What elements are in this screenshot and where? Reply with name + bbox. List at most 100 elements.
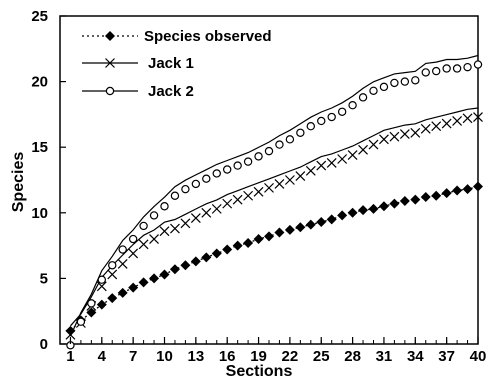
data-point-jack-2 (108, 261, 117, 270)
data-point-jack-1 (180, 218, 191, 229)
data-point-species-observed (180, 260, 191, 271)
series-line-jack-1 (70, 107, 479, 327)
data-point-jack-1 (452, 116, 463, 126)
series-jack-2 (66, 54, 483, 350)
data-point-species-observed (368, 203, 379, 214)
data-point-jack-1 (420, 123, 431, 134)
data-point-species-observed (284, 224, 295, 235)
data-point-jack-1 (128, 248, 139, 259)
x-tick-label: 31 (376, 348, 393, 365)
data-point-jack-1 (358, 144, 368, 155)
data-point-jack-1 (149, 234, 159, 244)
data-point-jack-1 (232, 194, 243, 205)
data-point-jack-2 (285, 135, 295, 144)
data-point-species-observed (295, 222, 306, 233)
legend-label: Jack 1 (148, 55, 194, 72)
x-tick-label: 7 (129, 348, 137, 365)
series-jack-1 (65, 107, 483, 340)
data-point-species-observed (128, 282, 139, 293)
data-point-jack-1 (295, 171, 306, 181)
data-point-species-observed (211, 248, 222, 259)
data-point-species-observed (358, 205, 369, 216)
data-point-jack-1 (253, 186, 264, 197)
data-point-species-observed (117, 287, 128, 298)
data-point-jack-2 (348, 101, 357, 110)
data-point-jack-2 (160, 202, 169, 211)
y-tick-label: 0 (40, 336, 48, 353)
data-point-species-observed (253, 234, 264, 245)
data-point-jack-2 (369, 86, 378, 95)
data-point-jack-1 (473, 112, 483, 122)
data-point-jack-2 (358, 93, 368, 102)
data-point-jack-1 (96, 281, 107, 292)
data-point-jack-1 (274, 179, 285, 189)
legend-marker (105, 58, 115, 68)
data-point-species-observed (232, 240, 243, 251)
data-point-jack-2 (296, 128, 305, 137)
data-point-species-observed (420, 192, 431, 203)
data-point-species-observed (305, 219, 316, 230)
data-point-jack-2 (306, 122, 315, 131)
data-point-species-observed (96, 299, 107, 310)
x-tick-label: 10 (156, 348, 173, 365)
data-point-jack-2 (473, 60, 483, 69)
data-point-species-observed (107, 293, 118, 304)
data-point-jack-2 (421, 68, 430, 77)
data-point-species-observed (138, 277, 149, 288)
data-point-jack-1 (316, 160, 327, 171)
data-point-species-observed (274, 227, 285, 238)
x-tick-label: 13 (188, 348, 205, 365)
data-point-jack-2 (463, 62, 472, 72)
data-point-jack-2 (170, 191, 180, 200)
data-point-jack-2 (432, 66, 441, 76)
data-point-jack-2 (400, 77, 410, 86)
data-point-jack-2 (97, 275, 107, 284)
y-tick-label: 5 (40, 270, 48, 287)
data-point-jack-1 (117, 259, 128, 269)
data-point-jack-1 (264, 182, 274, 193)
data-point-jack-1 (65, 329, 76, 340)
data-point-jack-2 (222, 165, 232, 174)
series-line-species-observed (70, 185, 479, 332)
data-point-jack-1 (190, 213, 201, 223)
x-tick-label: 4 (98, 348, 107, 365)
data-point-jack-1 (326, 158, 337, 168)
data-point-jack-1 (201, 207, 212, 218)
data-point-jack-2 (452, 64, 462, 73)
data-point-jack-2 (87, 299, 96, 308)
x-tick-label: 19 (250, 348, 267, 365)
data-point-jack-1 (305, 165, 316, 176)
data-point-species-observed (337, 210, 348, 221)
data-point-species-observed (159, 269, 170, 280)
x-tick-label: 40 (470, 348, 487, 365)
data-point-jack-1 (399, 129, 410, 140)
data-point-species-observed (410, 194, 421, 205)
data-point-species-observed (222, 244, 233, 255)
data-point-species-observed (473, 181, 483, 192)
data-point-jack-2 (181, 184, 190, 194)
x-tick-label: 28 (344, 348, 361, 365)
data-point-jack-1 (431, 121, 442, 132)
data-point-jack-1 (107, 269, 118, 280)
data-point-jack-2 (275, 140, 284, 149)
data-point-species-observed (65, 325, 76, 336)
x-tick-label: 25 (313, 348, 330, 365)
data-point-jack-2 (442, 64, 451, 73)
data-point-species-observed (431, 190, 442, 201)
data-point-species-observed (190, 256, 201, 267)
data-point-jack-1 (243, 190, 254, 201)
legend-item-jack-2: Jack 2 (82, 83, 194, 100)
axis-layer: 0 5 10 15 20 25 1 4 7 10 13 16 19 22 25 28 31 34 37 40 (31, 8, 486, 365)
x-tick-label: 1 (66, 348, 74, 365)
legend-item-jack-1: Jack 1 (82, 55, 194, 72)
data-point-jack-2 (149, 211, 159, 220)
legend-marker (105, 31, 115, 41)
data-point-jack-1 (222, 198, 233, 209)
data-point-species-observed (86, 307, 97, 318)
legend: Species observed Jack 1 Jack 2 (82, 28, 272, 100)
data-point-species-observed (462, 184, 473, 195)
data-point-jack-2 (390, 78, 399, 88)
data-point-jack-2 (264, 146, 274, 156)
data-point-species-observed (201, 252, 212, 263)
